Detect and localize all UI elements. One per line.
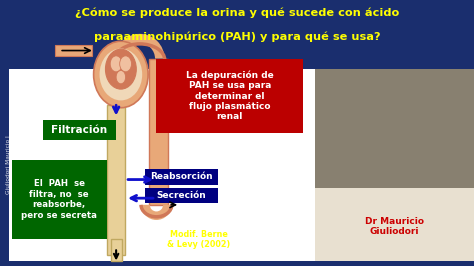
Ellipse shape xyxy=(119,56,131,72)
Text: paraaminohipúrico (PAH) y para qué se usa?: paraaminohipúrico (PAH) y para qué se us… xyxy=(94,32,380,42)
Bar xyxy=(156,59,303,133)
Bar xyxy=(145,169,218,185)
Bar xyxy=(149,59,168,205)
Text: El  PAH  se
filtra, no  se
reabsorbe,
pero se secreta: El PAH se filtra, no se reabsorbe, pero … xyxy=(21,179,97,220)
FancyArrow shape xyxy=(55,45,92,56)
Ellipse shape xyxy=(105,49,136,89)
Bar xyxy=(107,105,125,255)
Ellipse shape xyxy=(110,56,122,72)
Text: Secreción: Secreción xyxy=(156,191,206,200)
Text: ¿Cómo se produce la orina y qué sucede con ácido: ¿Cómo se produce la orina y qué sucede c… xyxy=(75,8,399,18)
Ellipse shape xyxy=(100,49,142,101)
Wedge shape xyxy=(141,205,172,220)
Ellipse shape xyxy=(116,70,126,84)
Text: Dr Mauricio
Giuliodori: Dr Mauricio Giuliodori xyxy=(365,217,424,236)
Bar xyxy=(111,239,121,261)
Bar xyxy=(315,69,474,188)
Text: Filtración: Filtración xyxy=(51,125,108,135)
Text: Modif. Berne
& Levy (2002): Modif. Berne & Levy (2002) xyxy=(167,230,231,249)
Ellipse shape xyxy=(93,41,148,108)
Bar xyxy=(43,120,116,140)
Bar xyxy=(315,188,474,261)
Text: La depuración de
PAH se usa para
determinar el
flujo plasmático
renal: La depuración de PAH se usa para determi… xyxy=(186,70,274,121)
Bar xyxy=(12,160,107,239)
Bar xyxy=(145,188,218,203)
Bar xyxy=(9,69,315,261)
Text: Giuliodori Mauricio J: Giuliodori Mauricio J xyxy=(6,136,11,194)
Text: Reabsorción: Reabsorción xyxy=(150,172,213,181)
Wedge shape xyxy=(115,34,164,59)
